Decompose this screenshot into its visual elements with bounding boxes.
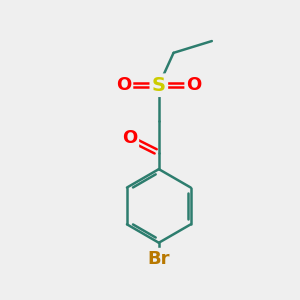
Text: O: O	[187, 76, 202, 94]
Text: O: O	[122, 129, 137, 147]
Text: Br: Br	[148, 250, 170, 268]
Text: O: O	[116, 76, 131, 94]
Text: S: S	[152, 76, 166, 95]
